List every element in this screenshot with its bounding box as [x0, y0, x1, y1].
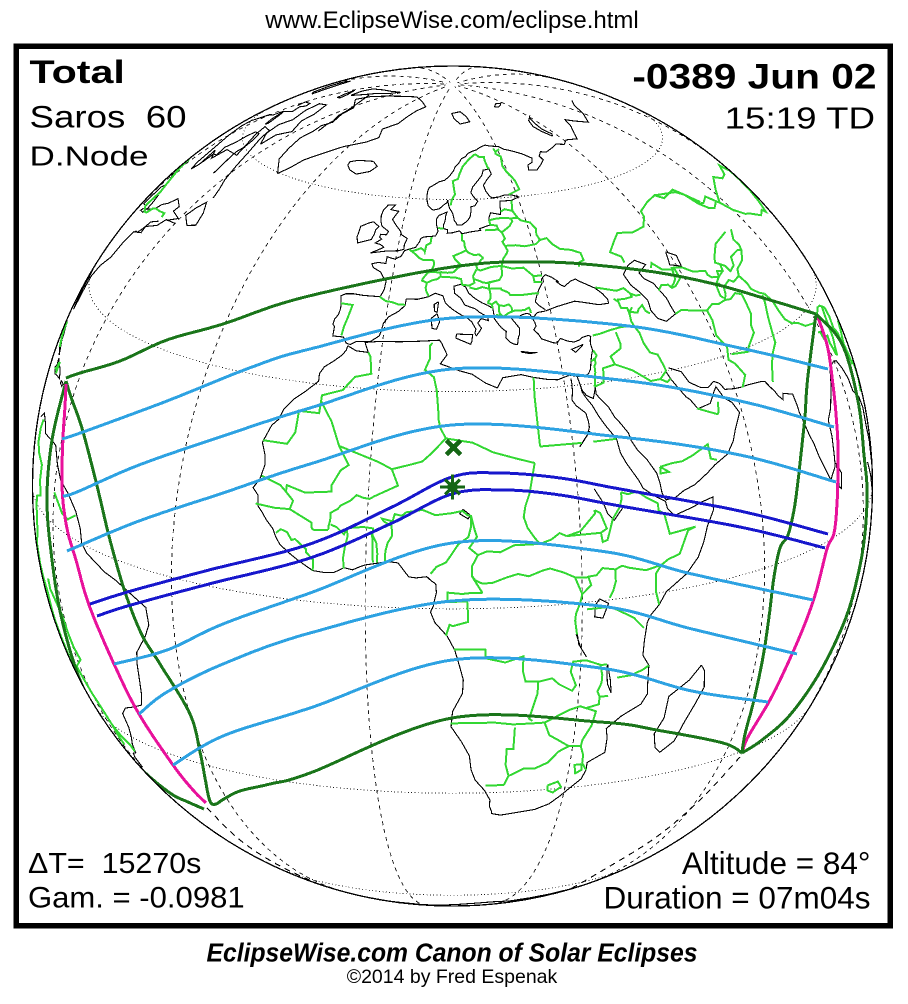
svg-text:-0389 Jun 02: -0389 Jun 02: [632, 58, 876, 97]
svg-text:15:19 TD: 15:19 TD: [725, 101, 875, 135]
svg-text:Gam. = -0.0981: Gam. = -0.0981: [28, 882, 245, 914]
svg-text:ΔT= 15270s: ΔT= 15270s: [28, 848, 201, 880]
svg-text:Duration = 07m04s: Duration = 07m04s: [603, 880, 870, 916]
svg-text:Saros 60: Saros 60: [30, 100, 187, 135]
svg-text:EclipseWise.com Canon of Solar: EclipseWise.com Canon of Solar Eclipses: [207, 939, 698, 968]
svg-text:Altitude = 84°: Altitude = 84°: [682, 845, 871, 881]
svg-text:D.Node: D.Node: [30, 140, 149, 171]
svg-text:www.EclipseWise.com/eclipse.ht: www.EclipseWise.com/eclipse.html: [264, 7, 638, 34]
svg-text:Total: Total: [30, 54, 125, 90]
svg-text:©2014 by Fred Espenak: ©2014 by Fred Espenak: [347, 966, 558, 988]
